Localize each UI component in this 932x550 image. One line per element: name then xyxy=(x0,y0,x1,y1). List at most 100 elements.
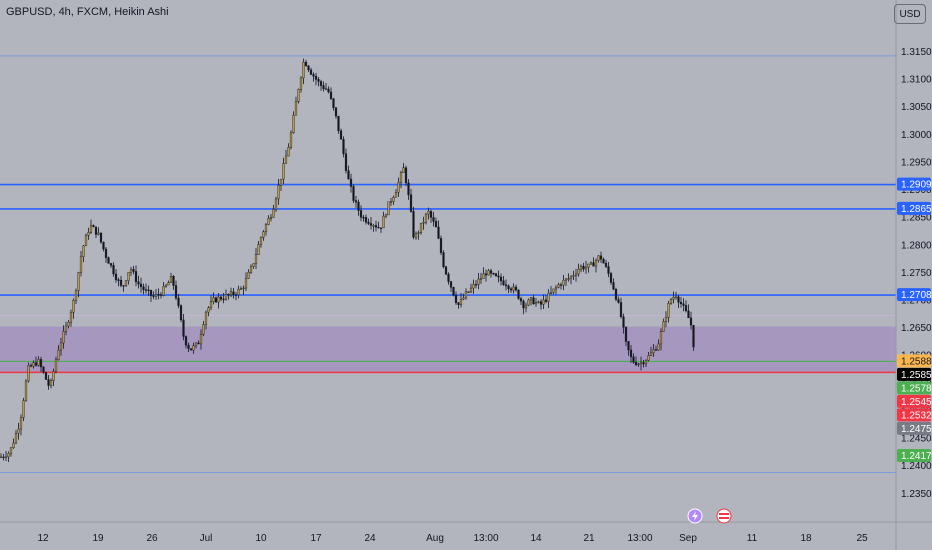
candle-body-142 xyxy=(354,200,358,203)
candle-body-99 xyxy=(247,272,250,279)
candle-body-5 xyxy=(12,442,15,449)
candle-body-62 xyxy=(154,294,158,297)
candle-body-151 xyxy=(377,226,380,229)
candle-body-172 xyxy=(429,211,433,218)
candle-body-161 xyxy=(402,167,405,173)
candle-body-273 xyxy=(682,303,685,306)
candle-body-0 xyxy=(0,456,3,458)
candle-body-125 xyxy=(312,74,315,77)
candle-body-68 xyxy=(169,276,173,283)
candle-body-225 xyxy=(562,279,565,286)
candle-body-222 xyxy=(554,287,558,290)
price-label-bg-9 xyxy=(897,448,931,462)
candle-body-45 xyxy=(112,265,115,275)
candle-body-90 xyxy=(224,294,228,300)
candle-body-227 xyxy=(567,278,570,280)
candle-body-136 xyxy=(339,130,343,140)
candle-body-232 xyxy=(579,265,583,270)
us-flag-icon[interactable] xyxy=(716,508,732,524)
candle-body-153 xyxy=(382,215,385,229)
candle-body-274 xyxy=(684,305,688,312)
candle-body-181 xyxy=(452,287,455,296)
ytick-6: 1.26500 xyxy=(901,323,932,334)
candle-body-207 xyxy=(517,289,520,299)
candle-body-44 xyxy=(109,263,113,266)
candle-body-33 xyxy=(82,245,85,258)
candle-body-167 xyxy=(417,232,420,234)
candle-body-186 xyxy=(464,291,468,299)
candle-body-137 xyxy=(342,139,345,154)
candle-body-92 xyxy=(229,291,233,296)
price-label-4: 1.25857 xyxy=(901,370,932,381)
candle-body-17 xyxy=(42,366,45,373)
candle-body-275 xyxy=(687,310,690,319)
candle-body-260 xyxy=(649,352,653,356)
candle-body-111 xyxy=(277,185,280,200)
candle-body-14 xyxy=(34,362,38,366)
symbol-title[interactable]: GBPUSD, 4h, FXCM, Heikin Ashi xyxy=(6,6,169,18)
candle-body-65 xyxy=(162,286,165,296)
candle-body-264 xyxy=(659,331,663,345)
candle-body-10 xyxy=(24,380,28,401)
candle-body-41 xyxy=(102,241,105,250)
candle-body-184 xyxy=(459,298,463,305)
candle-body-47 xyxy=(117,279,120,281)
candle-body-94 xyxy=(234,294,238,296)
event-icons xyxy=(687,508,732,524)
candle-body-176 xyxy=(439,238,443,253)
candle-body-183 xyxy=(457,302,460,305)
candle-body-105 xyxy=(262,231,265,238)
candle-body-112 xyxy=(279,178,283,186)
candle-body-107 xyxy=(267,218,270,225)
candle-body-51 xyxy=(127,272,130,281)
candle-body-61 xyxy=(152,295,155,297)
candle-body-241 xyxy=(602,259,605,264)
candle-body-218 xyxy=(544,299,548,302)
candle-body-2 xyxy=(4,456,8,458)
candle-body-221 xyxy=(552,288,555,293)
candle-body-7 xyxy=(17,428,20,434)
candle-body-3 xyxy=(7,453,10,458)
candle-body-204 xyxy=(509,288,513,291)
candle-body-237 xyxy=(592,262,595,267)
price-label-8: 1.24752 xyxy=(901,424,932,435)
candle-body-236 xyxy=(589,262,593,265)
candle-body-247 xyxy=(617,299,620,303)
candle-body-8 xyxy=(19,417,23,430)
candle-body-210 xyxy=(524,304,528,309)
candle-body-160 xyxy=(399,172,403,183)
candle-body-24 xyxy=(59,342,63,351)
candle-body-28 xyxy=(69,312,73,323)
candle-body-235 xyxy=(587,263,590,268)
candle-body-101 xyxy=(252,263,255,267)
price-label-bg-2 xyxy=(897,288,931,302)
candle-body-213 xyxy=(532,297,535,305)
candle-body-252 xyxy=(629,349,633,358)
candle-body-100 xyxy=(249,266,253,273)
candle-body-163 xyxy=(407,182,410,195)
xtick-15: 25 xyxy=(856,533,868,544)
candle-body-71 xyxy=(177,297,180,306)
time-axis[interactable]: 12 19 26 Jul 10 17 24 Aug 13:00 14 21 13:00 Sep 11 18 2… xyxy=(37,533,868,544)
candle-body-120 xyxy=(299,77,303,90)
candle-body-30 xyxy=(74,290,78,301)
candle-body-36 xyxy=(89,225,93,233)
currency-button[interactable]: USD xyxy=(894,4,926,24)
price-label-1: 1.28650 xyxy=(901,204,932,215)
candle-body-114 xyxy=(284,155,288,164)
candle-body-189 xyxy=(472,284,475,289)
candle-body-53 xyxy=(132,269,135,272)
candle-body-188 xyxy=(469,287,473,293)
candle-body-80 xyxy=(199,334,203,345)
candle-body-35 xyxy=(87,232,90,236)
candle-body-148 xyxy=(369,223,373,226)
candle-body-143 xyxy=(357,201,360,211)
price-label-bg-7 xyxy=(897,408,931,422)
candle-body-102 xyxy=(254,254,258,264)
plot-background xyxy=(0,0,896,520)
candle-body-40 xyxy=(99,232,103,243)
ytick-1: 1.24000 xyxy=(901,461,932,472)
price-label-bg-0 xyxy=(897,177,931,191)
xtick-2: 26 xyxy=(146,533,158,544)
